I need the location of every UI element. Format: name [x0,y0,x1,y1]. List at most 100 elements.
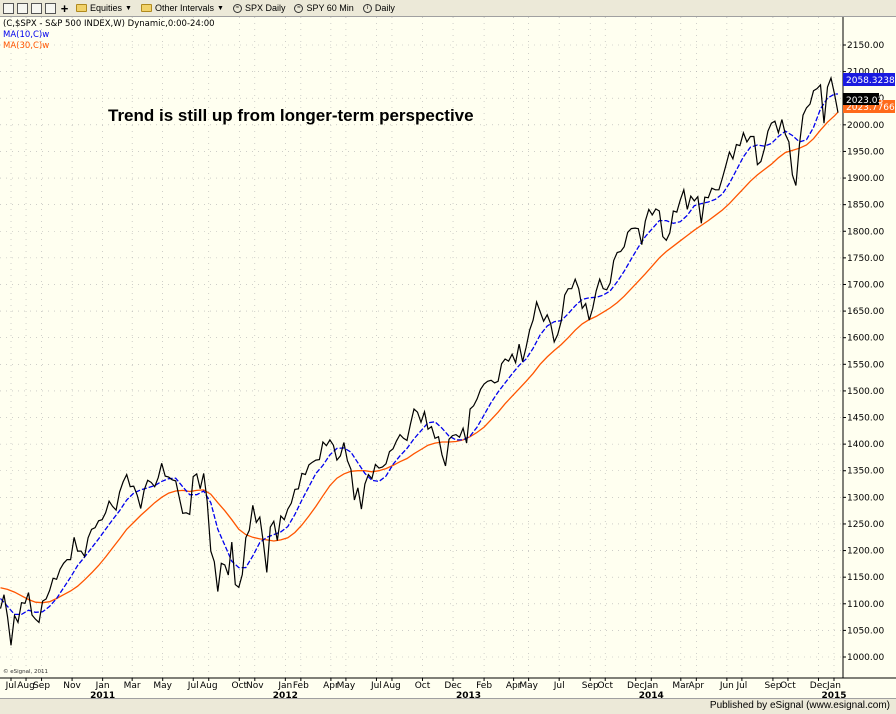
ma10-legend: MA(10,C)w [3,30,49,40]
x-tick-label: Jan [95,681,110,691]
y-tick-label: 1850.00 [847,201,884,211]
y-tick-label: 1750.00 [847,254,884,264]
y-tick-label: 1400.00 [847,440,884,450]
folder-icon [76,4,87,12]
x-tick-label: Feb [293,681,309,691]
x-tick-label: May [519,681,538,691]
x-year-label: 2013 [456,691,481,698]
x-tick-label: Jan [643,681,658,691]
x-tick-label: Sep [33,681,50,691]
price-tags: 2058.32382 2023.7766 2023.03 [843,73,896,113]
x-tick-label: Aug [17,681,35,691]
chart-background [0,17,896,698]
price-series-line [0,75,839,646]
chevron-down-icon: ▼ [217,4,224,12]
y-tick-label: 1300.00 [847,493,884,503]
spy-60min-button[interactable]: ≈ SPY 60 Min [294,3,354,13]
y-tick-label: 1650.00 [847,307,884,317]
grid [0,17,843,678]
y-tick-label: 1200.00 [847,547,884,557]
chart-header-symbol: (C,$SPX - S&P 500 INDEX,W) Dynamic,0:00-… [3,19,215,29]
y-tick-label: 1250.00 [847,520,884,530]
y-tick-label: 1550.00 [847,360,884,370]
x-tick-label: Jul [370,681,382,691]
y-tick-label: 1050.00 [847,626,884,636]
y-tick-label: 1800.00 [847,227,884,237]
ma30-price-tag: 2023.7766 [846,103,895,113]
y-tick-label: 2150.00 [847,41,884,51]
x-tick-label: Nov [246,681,264,691]
ma10-series-line [0,93,838,616]
y-tick-label: 2000.00 [847,121,884,131]
ma10-price-tag: 2058.32382 [846,76,896,86]
x-tick-label: Apr [689,681,705,691]
page-settings-icon[interactable] [45,2,56,14]
x-tick-label: Jul [553,681,565,691]
spx-daily-label: SPX Daily [244,3,286,13]
y-tick-label: 1150.00 [847,573,884,583]
x-tick-label: Feb [476,681,492,691]
x-tick-label: Jan [826,681,841,691]
x-tick-label: Jul [187,681,199,691]
x-year-label: 2011 [90,691,115,698]
x-year-label: 2014 [639,691,664,698]
x-tick-label: Sep [582,681,599,691]
other-intervals-label: Other Intervals [154,3,214,13]
page-copy-icon[interactable] [31,2,42,14]
ma30-series-line [0,111,839,604]
close-price-tag: 2023.03 [846,96,883,106]
x-tick-label: Jan [277,681,292,691]
ma30-legend: MA(30,C)w [3,41,49,51]
equities-label: Equities [90,3,123,13]
ma10-price-tag-bg [843,73,895,86]
y-tick-label: 1350.00 [847,467,884,477]
y-tick-label: 1500.00 [847,387,884,397]
price-chart[interactable]: 1000.00 1050.00 1100.00 1150.00 1200.00 1250.… [0,17,896,698]
x-tick-label: Dec [627,681,644,691]
y-tick-label: 1700.00 [847,280,884,290]
annotation-text: Trend is still up from longer-term persp… [108,106,474,125]
x-tick-label: Aug [383,681,401,691]
equities-menu[interactable]: Equities ▼ [76,3,132,13]
y-tick-label: 1950.00 [847,147,884,157]
x-tick-label: Oct [232,681,248,691]
x-tick-label: Mar [672,681,689,691]
chart-window-icon[interactable] [3,2,14,14]
watermark: © eSignal, 2011 [3,668,48,675]
series-layer [0,75,839,646]
x-tick-label: May [337,681,356,691]
info-circle-icon: i [362,3,372,13]
x-tick-label: Oct [597,681,613,691]
y-tick-label: 1100.00 [847,600,884,610]
x-tick-label: Apr [323,681,339,691]
folder-icon [140,4,152,12]
daily-button[interactable]: i Daily [362,3,395,13]
x-tick-label: Oct [415,681,431,691]
y-tick-label: 1900.00 [847,174,884,184]
spy-60min-label: SPY 60 Min [306,3,354,13]
x-tick-label: Mar [124,681,141,691]
chart-circle-icon: ≈ [294,3,304,13]
page-icon[interactable] [17,2,28,14]
x-tick-label: Jun [719,681,734,691]
x-tick-label: Jul [5,681,17,691]
chart-circle-icon: ≈ [232,3,242,13]
add-icon[interactable]: + [60,0,69,16]
status-bar: Published by eSignal (www.esignal.com) [0,698,896,714]
y-tick-label: 1450.00 [847,414,884,424]
spx-daily-button[interactable]: ≈ SPX Daily [232,3,286,13]
x-year-label: 2012 [273,691,298,698]
daily-label: Daily [374,3,395,13]
x-tick-label: Dec [810,681,827,691]
published-by-text: Published by eSignal (www.esignal.com) [709,700,890,711]
y-tick-label: 1600.00 [847,334,884,344]
y-tick-label: 1000.00 [847,653,884,663]
close-price-tag-bg [843,93,879,105]
x-tick-label: Nov [63,681,81,691]
toolbar: + Equities ▼ Other Intervals ▼ ≈ SPX Dai… [0,0,896,17]
other-intervals-menu[interactable]: Other Intervals ▼ [140,3,224,13]
x-tick-label: May [153,681,172,691]
x-tick-label: Apr [506,681,522,691]
x-tick-label: Aug [200,681,218,691]
